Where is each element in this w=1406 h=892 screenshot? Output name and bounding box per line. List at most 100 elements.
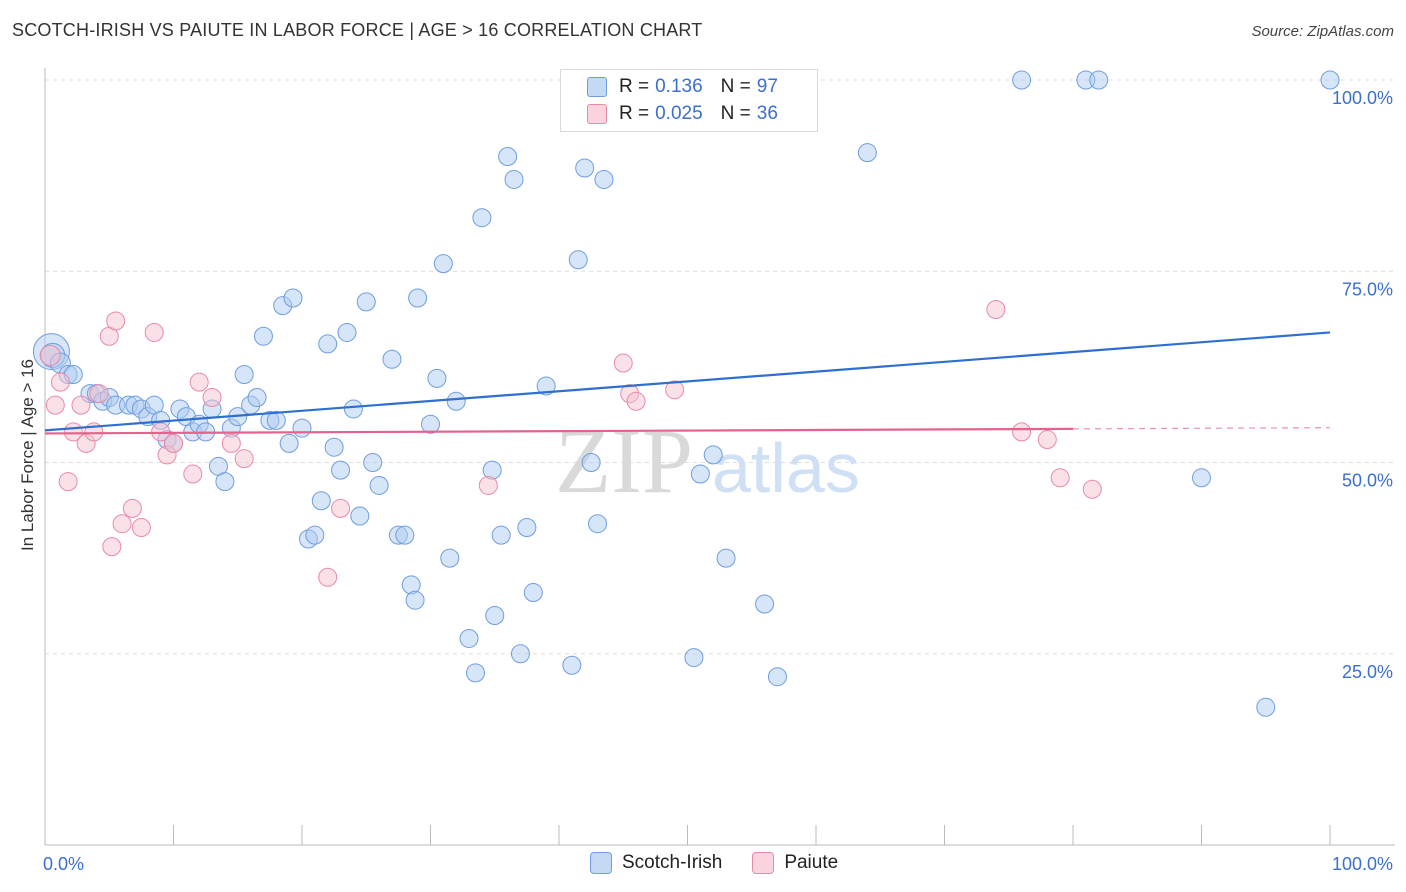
scotch-irish-point xyxy=(433,254,453,274)
paiute-point xyxy=(1037,430,1057,450)
scotch-irish-point xyxy=(485,606,505,625)
watermark: ZIP atlas xyxy=(555,410,860,512)
legend-n-label: N = xyxy=(720,76,751,97)
scotch-irish-point xyxy=(421,414,440,434)
paiute-point xyxy=(45,395,65,415)
x-tick-label: 0.0% xyxy=(43,854,84,874)
scotch-irish-point xyxy=(363,453,383,472)
paiute-point xyxy=(1082,479,1102,499)
y-tick-label: 100.0% xyxy=(1332,88,1393,108)
paiute-point xyxy=(131,518,151,538)
x-tick-label: 100.0% xyxy=(1332,854,1393,874)
tick-labels: 25.0% 50.0% 75.0% 100.0% 0.0% 100.0% xyxy=(43,88,1393,874)
watermark-atlas: atlas xyxy=(712,429,860,507)
scotch-irish-point xyxy=(247,387,267,407)
scotch-irish-point xyxy=(703,445,723,465)
scotch-irish-point xyxy=(690,464,710,484)
scotch-irish-point xyxy=(427,368,447,388)
scotch-irish-point xyxy=(266,410,286,430)
paiute-point xyxy=(1050,468,1070,488)
scotch-irish-point xyxy=(405,590,425,610)
legend-r-label: R = xyxy=(619,76,650,97)
series-scotch-irish xyxy=(32,70,1340,717)
series-legend: Scotch-Irish Paiute xyxy=(590,852,868,874)
scotch-irish-point xyxy=(318,334,338,354)
legend-r-value: 0.136 xyxy=(655,76,703,97)
scotch-irish-point xyxy=(755,594,775,614)
legend-swatch-blue xyxy=(590,852,612,874)
scotch-irish-point xyxy=(562,655,582,675)
scotch-irish-point xyxy=(767,667,787,687)
legend-r-value: 0.025 xyxy=(655,103,703,124)
trend-line-paiute-extension xyxy=(1072,427,1331,430)
paiute-point xyxy=(58,472,78,492)
scotch-irish-point xyxy=(324,437,344,457)
trend-line-paiute xyxy=(44,427,1074,435)
paiute-point xyxy=(234,449,254,469)
scotch-irish-point xyxy=(331,460,351,480)
legend-label: Paiute xyxy=(784,852,839,873)
paiute-point xyxy=(144,322,164,342)
paiute-point xyxy=(613,353,633,373)
trend-lines xyxy=(44,331,1331,435)
paiute-point xyxy=(986,300,1006,319)
scotch-irish-point xyxy=(283,288,303,308)
scotch-irish-point xyxy=(440,548,460,568)
scotch-irish-point xyxy=(716,548,736,568)
scotch-irish-point xyxy=(581,453,601,472)
paiute-point xyxy=(122,498,142,518)
paiute-point xyxy=(665,380,685,400)
legend-n-label: N = xyxy=(720,103,751,124)
scotch-irish-point xyxy=(575,158,595,178)
scotch-irish-point xyxy=(472,208,492,228)
scotch-irish-point xyxy=(305,525,325,545)
scotch-irish-point xyxy=(1089,70,1109,90)
scotch-irish-point xyxy=(517,518,537,538)
paiute-point xyxy=(112,514,132,534)
legend-label: Scotch-Irish xyxy=(622,852,723,873)
series-paiute xyxy=(39,300,1102,587)
paiute-point xyxy=(164,433,183,453)
scotch-irish-point xyxy=(382,349,402,369)
scotch-irish-point xyxy=(253,326,273,346)
paiute-point xyxy=(102,537,122,557)
legend-swatch-pink xyxy=(752,852,775,874)
paiute-point xyxy=(626,391,646,411)
y-tick-label: 25.0% xyxy=(1342,662,1393,682)
legend-swatch-blue xyxy=(587,77,607,97)
scotch-irish-point xyxy=(311,491,331,511)
scotch-irish-point xyxy=(491,525,511,545)
scotch-irish-point xyxy=(446,391,466,411)
scotch-irish-point xyxy=(356,292,376,312)
scotch-irish-point xyxy=(504,169,524,189)
scotch-irish-point xyxy=(1012,70,1032,90)
paiute-point xyxy=(202,387,222,407)
stats-legend: R = 0.136 N = 97 R = 0.025 N = 36 xyxy=(560,69,818,132)
scotch-irish-point xyxy=(395,525,415,545)
scotch-irish-point xyxy=(510,644,530,664)
scotch-irish-point xyxy=(588,514,608,534)
scotch-irish-point xyxy=(594,169,614,189)
chart-title: SCOTCH-IRISH VS PAIUTE IN LABOR FORCE | … xyxy=(12,20,703,40)
legend-row-paiute: R = 0.025 N = 36 xyxy=(587,101,778,127)
legend-n-value: 36 xyxy=(756,103,778,124)
scotch-irish-point xyxy=(536,376,556,396)
trend-line-scotch-irish xyxy=(44,331,1331,432)
legend-item-paiute: Paiute xyxy=(752,852,838,874)
legend-r-label: R = xyxy=(619,103,650,124)
scotch-irish-point xyxy=(1192,468,1211,488)
paiute-point xyxy=(478,475,498,495)
paiute-point xyxy=(89,384,109,404)
legend-row-scotch-irish: R = 0.136 N = 97 xyxy=(587,74,778,100)
scotch-irish-point xyxy=(337,322,357,342)
paiute-point xyxy=(39,344,61,366)
scotch-irish-point xyxy=(684,648,704,668)
scotch-irish-point xyxy=(459,628,479,648)
source-label: Source: ZipAtlas.com xyxy=(1251,23,1394,40)
scotch-irish-point xyxy=(279,433,299,453)
y-tick-label: 75.0% xyxy=(1342,279,1393,299)
legend-swatch-pink xyxy=(587,104,607,124)
paiute-point xyxy=(50,372,70,392)
scotch-irish-point xyxy=(215,472,235,492)
